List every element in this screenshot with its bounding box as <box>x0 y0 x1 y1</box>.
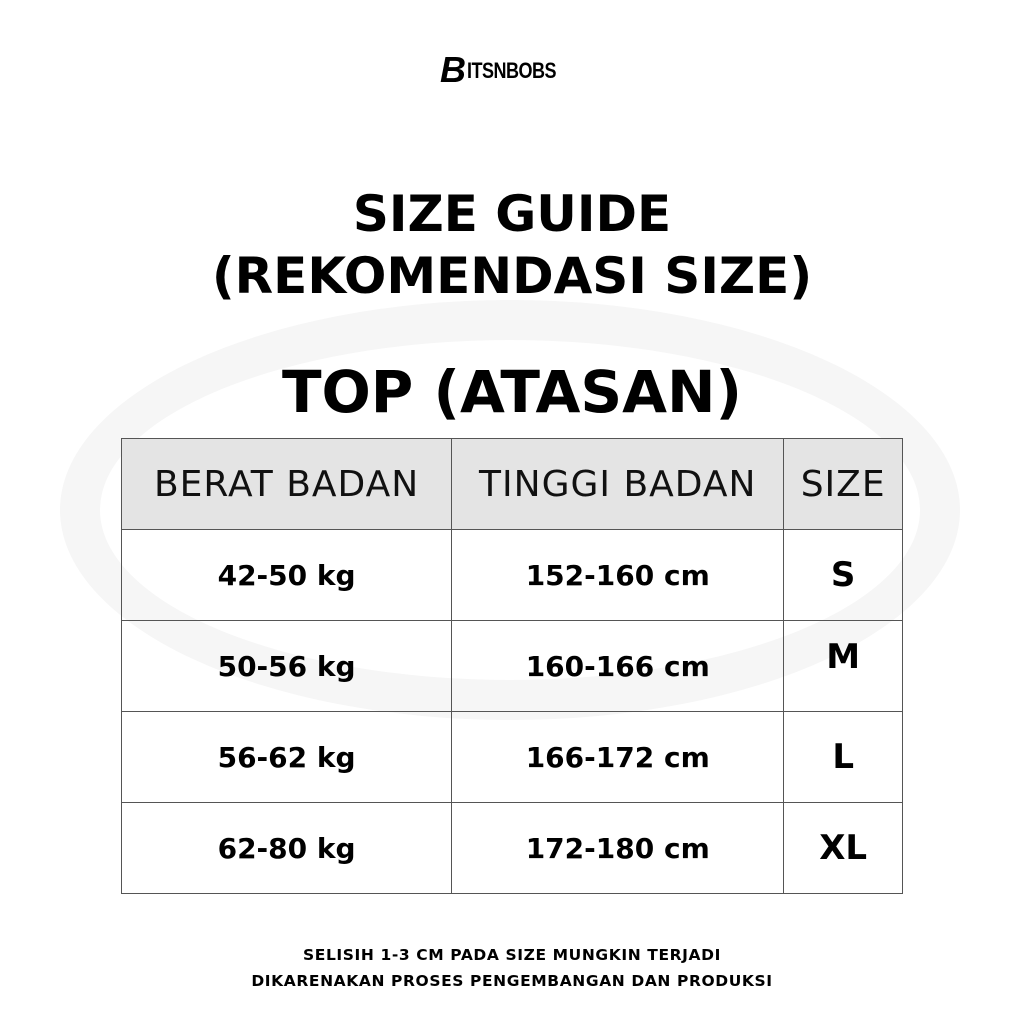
logo-text: ITSNBOBS <box>467 57 557 83</box>
table-row: 62-80 kg 172-180 cm XL <box>120 802 903 894</box>
cell-height: 160-166 cm <box>451 620 785 712</box>
cell-weight: 50-56 kg <box>120 620 453 712</box>
table-header-row: BERAT BADAN TINGGI BADAN SIZE <box>120 438 903 530</box>
size-table: BERAT BADAN TINGGI BADAN SIZE 42-50 kg 1… <box>120 438 903 894</box>
header-size: SIZE <box>783 438 903 530</box>
page-subtitle: (REKOMENDASI SIZE) <box>211 247 813 305</box>
cell-size: M <box>783 620 903 712</box>
disclaimer-note: SELISIH 1-3 CM PADA SIZE MUNGKIN TERJADI… <box>0 942 1024 994</box>
cell-height: 166-172 cm <box>451 711 785 803</box>
header-height: TINGGI BADAN <box>451 438 785 530</box>
cell-height: 152-160 cm <box>451 529 785 621</box>
cell-size: S <box>783 529 903 621</box>
page-title: SIZE GUIDE <box>352 185 672 243</box>
brand-logo: B ITSNBOBS <box>440 49 557 90</box>
cell-weight: 56-62 kg <box>120 711 453 803</box>
header-weight: BERAT BADAN <box>120 438 453 530</box>
logo-mark: B <box>440 49 466 90</box>
table-row: 50-56 kg 160-166 cm M <box>120 620 903 712</box>
table-row: 42-50 kg 152-160 cm S <box>120 529 903 621</box>
cell-weight: 42-50 kg <box>120 529 453 621</box>
cell-size: XL <box>783 802 903 894</box>
cell-size: L <box>783 711 903 803</box>
table-row: 56-62 kg 166-172 cm L <box>120 711 903 803</box>
cell-height: 172-180 cm <box>451 802 785 894</box>
note-line-2: DIKARENAKAN PROSES PENGEMBANGAN DAN PROD… <box>251 972 773 990</box>
note-line-1: SELISIH 1-3 CM PADA SIZE MUNGKIN TERJADI <box>303 946 721 964</box>
cell-weight: 62-80 kg <box>120 802 453 894</box>
section-title: TOP (ATASAN) <box>281 358 743 426</box>
